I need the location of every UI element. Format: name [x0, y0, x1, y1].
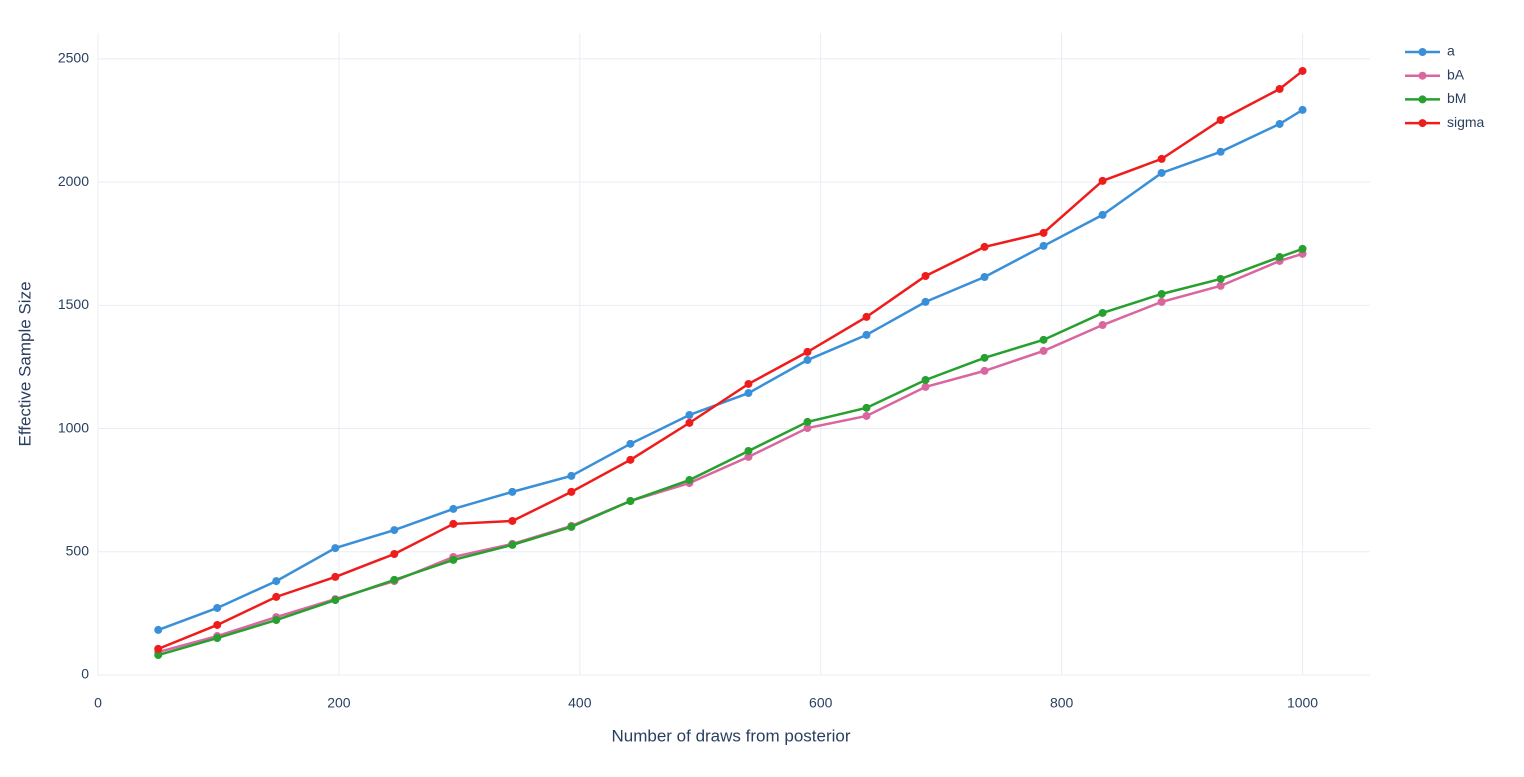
data-point	[1157, 168, 1166, 177]
data-point	[1098, 210, 1107, 219]
data-point	[744, 389, 753, 398]
y-axis-title: Effective Sample Size	[15, 281, 34, 446]
data-point	[1098, 321, 1107, 330]
data-point	[508, 540, 517, 549]
y-tick-label: 2500	[58, 50, 89, 66]
data-point	[390, 526, 399, 535]
data-point	[921, 376, 930, 385]
data-point	[1275, 119, 1284, 128]
data-point	[685, 476, 694, 485]
data-point	[331, 572, 340, 581]
data-point	[449, 519, 458, 528]
y-tick-label: 1000	[58, 419, 89, 435]
data-point	[154, 651, 163, 660]
data-point	[744, 379, 753, 388]
data-point	[1275, 253, 1284, 262]
data-point	[626, 439, 635, 448]
data-point	[1298, 105, 1307, 114]
data-point	[449, 555, 458, 564]
data-point	[921, 297, 930, 306]
data-point	[1216, 274, 1225, 283]
x-tick-label: 400	[568, 695, 592, 711]
data-point	[390, 575, 399, 584]
data-point	[1157, 297, 1166, 306]
data-point	[213, 634, 222, 643]
data-point	[213, 620, 222, 629]
data-point	[272, 592, 281, 601]
data-point	[508, 516, 517, 525]
x-axis-title: Number of draws from posterior	[611, 726, 850, 745]
legend-marker[interactable]	[1418, 48, 1427, 56]
data-point	[980, 353, 989, 362]
data-point	[1216, 281, 1225, 290]
y-tick-label: 2000	[58, 173, 89, 189]
data-point	[1098, 308, 1107, 317]
legend-marker[interactable]	[1418, 95, 1427, 104]
data-point	[803, 424, 812, 433]
data-point	[862, 330, 871, 339]
data-point	[744, 452, 753, 461]
y-tick-label: 1500	[58, 296, 89, 312]
data-point	[1157, 289, 1166, 298]
data-point	[331, 544, 340, 553]
legend-marker[interactable]	[1418, 71, 1427, 80]
data-point	[1039, 228, 1048, 237]
data-point	[980, 242, 989, 251]
data-point	[626, 455, 635, 464]
data-point	[862, 403, 871, 412]
data-point	[154, 644, 163, 653]
legend-label[interactable]: bA	[1447, 66, 1465, 82]
data-point	[213, 603, 222, 612]
data-point	[1039, 335, 1048, 344]
data-point	[449, 504, 458, 513]
data-point	[1216, 115, 1225, 124]
data-point	[862, 312, 871, 321]
data-point	[508, 487, 517, 496]
series-line	[157, 252, 1303, 654]
data-point	[1298, 66, 1307, 75]
data-point	[1157, 154, 1166, 163]
legend-label[interactable]: a	[1447, 43, 1455, 59]
data-point	[272, 577, 281, 586]
y-tick-label: 0	[81, 666, 89, 682]
data-point	[1098, 176, 1107, 185]
x-tick-label: 1000	[1287, 695, 1318, 711]
data-point	[272, 616, 281, 625]
data-point	[921, 382, 930, 391]
series-line	[157, 69, 1304, 651]
data-point	[921, 271, 930, 280]
data-point	[803, 347, 812, 356]
data-point	[626, 497, 635, 506]
data-point	[803, 417, 812, 426]
x-tick-label: 800	[1050, 695, 1074, 711]
data-point	[980, 366, 989, 375]
data-point	[1039, 346, 1048, 355]
data-point	[803, 356, 812, 365]
series-line	[157, 247, 1303, 657]
data-point	[567, 487, 576, 496]
data-point	[567, 471, 576, 480]
y-tick-label: 500	[66, 542, 90, 558]
x-tick-label: 0	[94, 695, 102, 711]
x-tick-label: 600	[809, 695, 833, 711]
data-point	[1039, 241, 1048, 250]
data-point	[1216, 147, 1225, 156]
data-point	[154, 625, 163, 634]
data-point	[980, 272, 989, 281]
data-point	[862, 411, 871, 420]
legend-marker[interactable]	[1418, 119, 1427, 128]
x-tick-label: 200	[327, 695, 351, 711]
data-point	[1275, 84, 1284, 93]
data-point	[331, 596, 340, 605]
data-point	[685, 410, 694, 419]
data-point	[390, 549, 399, 558]
data-point	[567, 522, 576, 531]
data-point	[744, 446, 753, 455]
legend-label[interactable]: sigma	[1447, 114, 1485, 130]
data-point	[1298, 244, 1307, 253]
legend-label[interactable]: bM	[1447, 90, 1466, 106]
data-point	[685, 418, 694, 427]
